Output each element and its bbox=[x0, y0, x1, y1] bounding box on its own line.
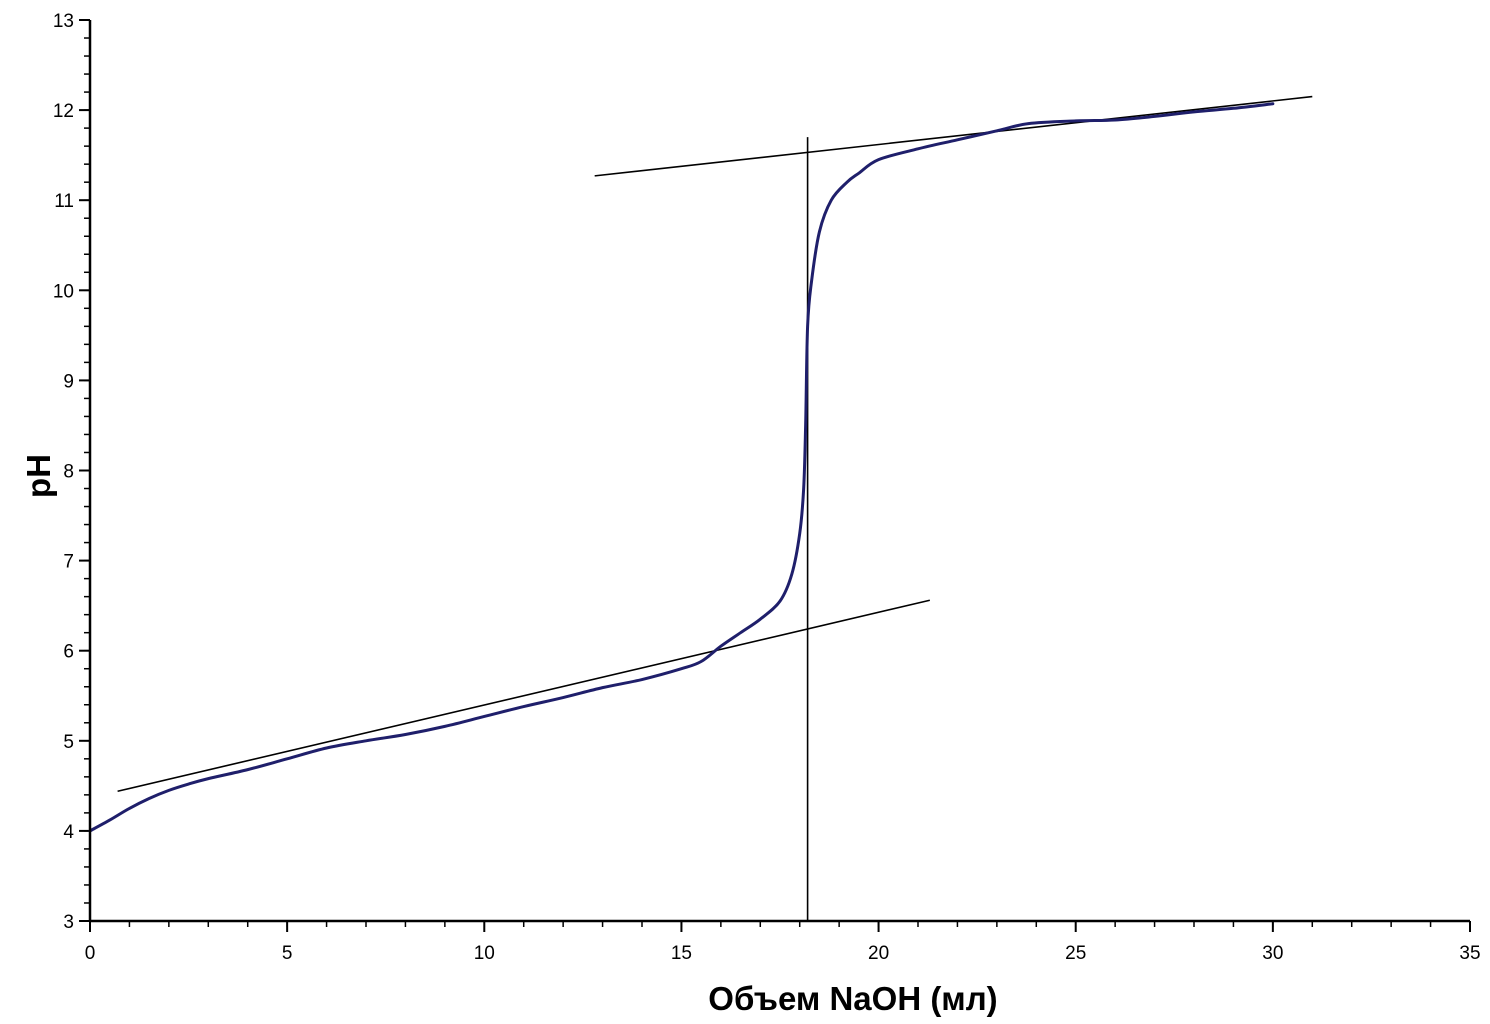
x-tick-label: 5 bbox=[282, 943, 293, 964]
y-tick-label: 4 bbox=[63, 822, 74, 843]
tangent-line-2 bbox=[594, 95, 1313, 177]
y-tick-label: 11 bbox=[54, 191, 74, 212]
x-tick-label: 30 bbox=[1262, 943, 1283, 964]
x-tick-label: 15 bbox=[671, 943, 692, 964]
y-tick-label: 12 bbox=[53, 101, 74, 122]
y-tick-label: 13 bbox=[53, 11, 74, 32]
y-tick-label: 3 bbox=[63, 912, 74, 933]
y-tick-label: 6 bbox=[63, 642, 74, 663]
y-tick-label: 7 bbox=[63, 552, 74, 573]
x-tick-label: 20 bbox=[868, 943, 889, 964]
y-axis-title: pH bbox=[20, 454, 57, 498]
x-tick-label: 35 bbox=[1459, 943, 1480, 964]
reference-lines bbox=[117, 95, 1313, 921]
y-tick-label: 5 bbox=[63, 732, 74, 753]
x-axis-title: Объем NaOH (мл) bbox=[708, 980, 997, 1017]
x-tick-label: 10 bbox=[474, 943, 495, 964]
y-tick-label: 8 bbox=[63, 462, 74, 483]
y-tick-label: 10 bbox=[53, 281, 74, 302]
tick-labels: 0 5 10 15 20 25 30 35 3 4 5 6 7 8 9 10 11 12 13 bbox=[53, 11, 1481, 964]
axes bbox=[88, 20, 1470, 923]
titration-curve-1 bbox=[88, 102, 1275, 833]
x-tick-label: 0 bbox=[85, 943, 96, 964]
y-tick-label: 9 bbox=[63, 371, 74, 392]
series-layer bbox=[88, 102, 1275, 833]
x-tick-label: 25 bbox=[1065, 943, 1086, 964]
tangent-line-1 bbox=[117, 599, 931, 793]
